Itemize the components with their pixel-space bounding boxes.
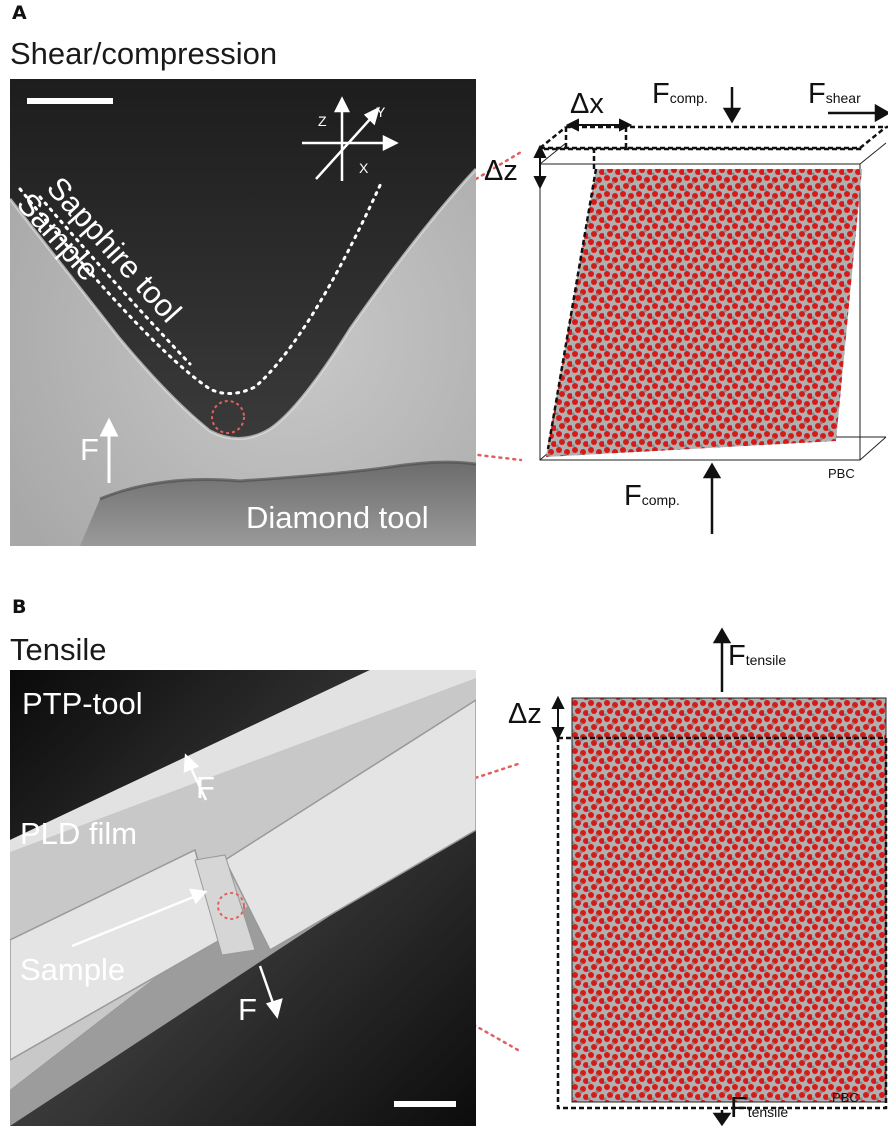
simulation-shear [254, 79, 888, 546]
force-bottom-arrow-line [258, 965, 276, 1007]
simulation-tensile [234, 620, 888, 1127]
label-force-a: F [80, 432, 99, 467]
micrograph-shear-drawing [10, 79, 476, 546]
label-f-comp-top: Fcomp. [652, 78, 708, 110]
panel-b-letter: B [12, 596, 27, 618]
axis-label-x: X [359, 160, 369, 176]
scale-bar-b [394, 1101, 456, 1107]
f-tensile-top-arrow-icon [712, 627, 732, 692]
label-force-top-b: F [196, 770, 215, 805]
label-f-comp-bottom: Fcomp. [624, 480, 680, 512]
micrograph-shear [10, 79, 476, 546]
label-f-shear: Fshear [808, 78, 861, 110]
axis-label-y: Y [376, 104, 386, 120]
scale-bar [27, 98, 113, 104]
micrograph-tensile-drawing [10, 670, 476, 1126]
label-delta-z-b: Δz [508, 698, 542, 730]
panel-a-title: Shear/compression [10, 36, 278, 71]
force-top-arrow-line [188, 765, 208, 801]
force-arrow-icon [99, 417, 119, 483]
label-pbc-b: PBC [832, 1090, 859, 1105]
axis-label-z: Z [318, 113, 327, 129]
panel-b-title: Tensile [10, 632, 107, 667]
axes-triad-icon [302, 96, 399, 181]
f-comp-bottom-arrow-icon [702, 462, 722, 534]
simulation-tensile-drawing [234, 627, 888, 1127]
f-tensile-bottom-arrow-icon [712, 1110, 732, 1127]
label-ptp-tool: PTP-tool [22, 686, 143, 721]
label-pbc-a: PBC [828, 466, 855, 481]
simulation-shear-drawing [254, 87, 888, 534]
f-comp-top-arrow-icon [722, 87, 742, 124]
label-diamond-tool: Diamond tool [246, 500, 429, 535]
label-delta-x: Δx [570, 88, 604, 120]
label-delta-z-a: Δz [484, 155, 518, 187]
label-pld-film: PLD film [20, 816, 138, 851]
micrograph-tensile [10, 670, 476, 1126]
f-shear-arrow-icon [828, 103, 888, 123]
label-force-bottom-b: F [238, 992, 257, 1027]
label-sample-b: Sample [20, 952, 126, 987]
label-f-tensile-top: Ftensile [728, 640, 787, 672]
label-f-tensile-bottom: Ftensile [730, 1092, 789, 1124]
panel-a-letter: A [12, 2, 27, 24]
sample-pointer-line [71, 894, 197, 948]
